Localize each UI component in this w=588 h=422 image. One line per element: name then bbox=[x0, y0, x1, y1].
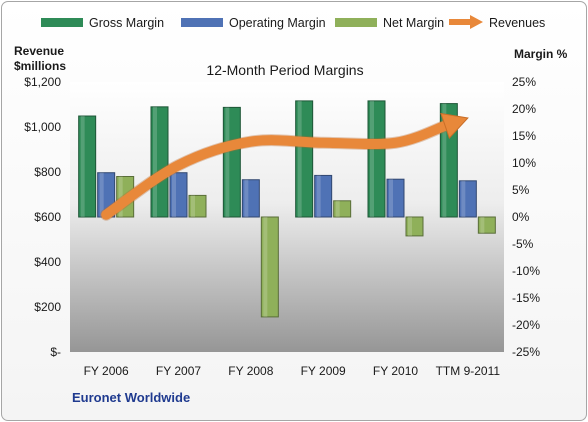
left-axis-title-line2: $millions bbox=[14, 59, 66, 73]
right-tick-label-5: 0% bbox=[512, 210, 530, 224]
revenue-layer bbox=[100, 112, 469, 221]
bar-highlight-operating-margin-2 bbox=[244, 179, 249, 217]
bar-net-margin-1 bbox=[188, 194, 207, 218]
legend-label-gross-margin: Gross Margin bbox=[89, 16, 164, 30]
right-tick-label-2: -15% bbox=[512, 291, 540, 305]
category-label-0: FY 2006 bbox=[84, 364, 129, 378]
bar-highlight-gross-margin-5 bbox=[442, 103, 447, 217]
left-axis-title-line1: Revenue bbox=[14, 44, 64, 58]
bar-operating-margin-4 bbox=[386, 178, 405, 218]
legend-swatch-net-margin bbox=[335, 18, 377, 27]
right-tick-label-6: 5% bbox=[512, 183, 530, 197]
bar-gross-margin-3 bbox=[295, 100, 314, 218]
bar-net-margin-4 bbox=[405, 216, 424, 237]
left-tick-label-1: $200 bbox=[34, 300, 61, 314]
bar-gross-margin-0 bbox=[78, 115, 97, 218]
bar-highlight-gross-margin-1 bbox=[153, 106, 157, 217]
bar-operating-margin-5 bbox=[458, 180, 477, 218]
category-label-1: FY 2007 bbox=[156, 364, 201, 378]
left-tick-label-4: $800 bbox=[34, 165, 61, 179]
right-tick-label-10: 25% bbox=[512, 75, 536, 89]
legend-label-revenues: Revenues bbox=[489, 16, 545, 30]
tick-layer: $- $200 $400 $600 $800 $1,000 $1,200 -25% -20% -1… bbox=[24, 75, 540, 378]
bar-highlight-operating-margin-4 bbox=[389, 179, 393, 217]
bar-highlight-net-margin-2 bbox=[263, 217, 268, 317]
bar-operating-margin-3 bbox=[314, 174, 333, 218]
right-tick-label-1: -20% bbox=[512, 318, 540, 332]
bar-net-margin-3 bbox=[333, 200, 352, 218]
left-tick-label-2: $400 bbox=[34, 255, 61, 269]
right-tick-label-4: -5% bbox=[512, 237, 534, 251]
chart-title: 12-Month Period Margins bbox=[206, 62, 363, 78]
right-tick-label-7: 10% bbox=[512, 156, 536, 170]
category-label-3: FY 2009 bbox=[301, 364, 346, 378]
bar-highlight-operating-margin-0 bbox=[99, 172, 104, 217]
bar-highlight-net-margin-3 bbox=[335, 200, 340, 217]
bar-gross-margin-1 bbox=[150, 106, 169, 218]
category-label-5: TTM 9-2011 bbox=[436, 364, 501, 378]
left-tick-label-5: $1,000 bbox=[24, 120, 61, 134]
left-tick-label-0: $- bbox=[50, 345, 61, 359]
revenue-line bbox=[101, 120, 451, 220]
bar-highlight-gross-margin-2 bbox=[225, 107, 230, 217]
category-label-4: FY 2010 bbox=[373, 364, 418, 378]
bar-gross-margin-4 bbox=[367, 100, 386, 218]
bar-net-margin-2 bbox=[260, 216, 279, 318]
bar-gross-margin-2 bbox=[222, 106, 241, 218]
right-axis-title: Margin % bbox=[514, 47, 568, 61]
right-tick-label-3: -10% bbox=[512, 264, 540, 278]
bar-highlight-gross-margin-4 bbox=[370, 100, 374, 217]
company-name: Euronet Worldwide bbox=[72, 390, 190, 405]
bar-layer bbox=[78, 100, 496, 318]
revenue-arrowhead bbox=[440, 112, 469, 140]
bar-highlight-gross-margin-0 bbox=[80, 116, 85, 217]
category-label-2: FY 2008 bbox=[228, 364, 273, 378]
right-tick-label-0: -25% bbox=[512, 345, 540, 359]
left-tick-label-6: $1,200 bbox=[24, 75, 61, 89]
bar-highlight-net-margin-1 bbox=[191, 195, 195, 217]
legend-label-operating-margin: Operating Margin bbox=[229, 16, 326, 30]
legend-label-net-margin: Net Margin bbox=[383, 16, 444, 30]
legend-swatch-operating-margin bbox=[181, 18, 223, 27]
bar-highlight-operating-margin-1 bbox=[172, 172, 176, 217]
legend: Gross Margin Operating Margin Net Margin… bbox=[41, 15, 545, 30]
bar-net-margin-5 bbox=[477, 216, 496, 234]
bar-highlight-net-margin-4 bbox=[408, 217, 412, 236]
bar-highlight-operating-margin-3 bbox=[316, 175, 321, 217]
right-tick-label-8: 15% bbox=[512, 129, 536, 143]
right-tick-label-9: 20% bbox=[512, 102, 536, 116]
bar-operating-margin-1 bbox=[169, 172, 188, 218]
left-tick-label-3: $600 bbox=[34, 210, 61, 224]
bar-highlight-net-margin-5 bbox=[480, 217, 485, 234]
bar-highlight-operating-margin-5 bbox=[461, 180, 466, 217]
bar-highlight-net-margin-0 bbox=[118, 176, 123, 217]
legend-arrowhead-revenues bbox=[470, 15, 483, 29]
bar-highlight-gross-margin-3 bbox=[297, 100, 302, 217]
legend-swatch-gross-margin bbox=[41, 18, 83, 27]
bar-operating-margin-2 bbox=[241, 179, 260, 218]
